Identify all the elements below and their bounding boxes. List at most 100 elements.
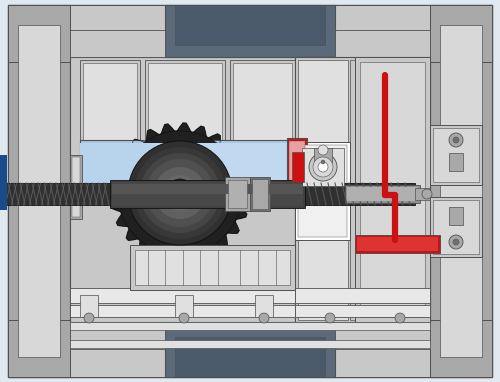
Bar (0, 155, 7, 210)
Bar (415, 188, 430, 200)
Bar (8, 5, 70, 62)
Bar (112, 182, 303, 206)
Bar (250, 177, 270, 211)
Bar (252, 179, 268, 209)
Bar (145, 60, 225, 155)
Bar (433, 200, 479, 254)
Bar (430, 125, 482, 185)
Bar (295, 288, 430, 303)
Circle shape (166, 179, 194, 207)
Circle shape (313, 157, 333, 177)
Bar (305, 183, 415, 205)
Bar (135, 250, 290, 285)
Bar (255, 295, 273, 317)
Bar (355, 235, 440, 253)
Bar (80, 295, 98, 317)
Circle shape (134, 147, 226, 239)
Circle shape (146, 159, 214, 227)
Bar (70, 57, 295, 322)
Bar (70, 322, 165, 349)
Bar (130, 245, 295, 290)
Bar (82, 143, 293, 192)
Circle shape (453, 239, 459, 245)
Bar (289, 141, 305, 202)
Bar (70, 155, 82, 219)
Circle shape (318, 145, 328, 155)
Bar (83, 63, 137, 187)
Bar (230, 60, 295, 155)
Circle shape (172, 185, 188, 201)
Bar (345, 185, 420, 203)
Bar (360, 62, 425, 317)
Circle shape (318, 162, 328, 172)
Bar (175, 337, 325, 377)
Bar (314, 148, 332, 162)
Circle shape (140, 153, 220, 233)
Bar (70, 305, 295, 317)
Bar (292, 152, 304, 182)
Bar (80, 60, 140, 190)
Bar (350, 60, 428, 320)
Circle shape (179, 313, 189, 323)
Circle shape (118, 131, 242, 255)
Bar (233, 63, 292, 152)
Bar (80, 143, 155, 192)
Bar (70, 30, 165, 57)
Circle shape (422, 189, 432, 199)
Bar (355, 57, 430, 322)
Bar (165, 5, 335, 57)
Circle shape (453, 137, 459, 143)
Bar (449, 153, 463, 171)
Circle shape (449, 133, 463, 147)
Bar (18, 25, 60, 357)
Bar (70, 340, 430, 348)
Bar (430, 320, 492, 377)
Bar (110, 180, 305, 208)
Bar (70, 322, 430, 377)
Bar (302, 148, 344, 186)
Bar (449, 207, 463, 225)
Bar (70, 288, 295, 303)
Bar (430, 197, 482, 257)
Circle shape (154, 167, 206, 219)
Bar (175, 5, 325, 45)
Circle shape (170, 183, 190, 203)
Bar (70, 322, 430, 330)
Bar (430, 5, 492, 377)
Bar (148, 63, 222, 152)
Bar (8, 5, 70, 377)
Bar (112, 184, 303, 194)
Bar (335, 322, 430, 349)
Bar (0, 183, 110, 205)
Bar (433, 128, 479, 182)
Bar (225, 177, 250, 211)
Circle shape (321, 160, 325, 164)
Bar (298, 145, 347, 237)
Bar (430, 5, 492, 62)
Polygon shape (110, 123, 250, 263)
Bar (295, 305, 430, 317)
Bar (175, 295, 193, 317)
Bar (70, 5, 430, 60)
Circle shape (259, 313, 269, 323)
Circle shape (325, 313, 335, 323)
Bar (357, 237, 438, 251)
Bar (335, 30, 430, 57)
Bar (287, 138, 307, 205)
Circle shape (309, 153, 337, 181)
Bar (298, 60, 348, 320)
Bar (80, 140, 295, 195)
Circle shape (449, 235, 463, 249)
Bar (165, 325, 335, 377)
Circle shape (395, 313, 405, 323)
Circle shape (84, 313, 94, 323)
Bar (228, 180, 247, 208)
Bar (295, 142, 350, 240)
Circle shape (128, 141, 232, 245)
Bar (295, 57, 430, 322)
Circle shape (162, 175, 198, 211)
Bar (8, 320, 70, 377)
Bar (347, 187, 418, 201)
Bar (72, 157, 80, 217)
Bar (440, 25, 482, 357)
